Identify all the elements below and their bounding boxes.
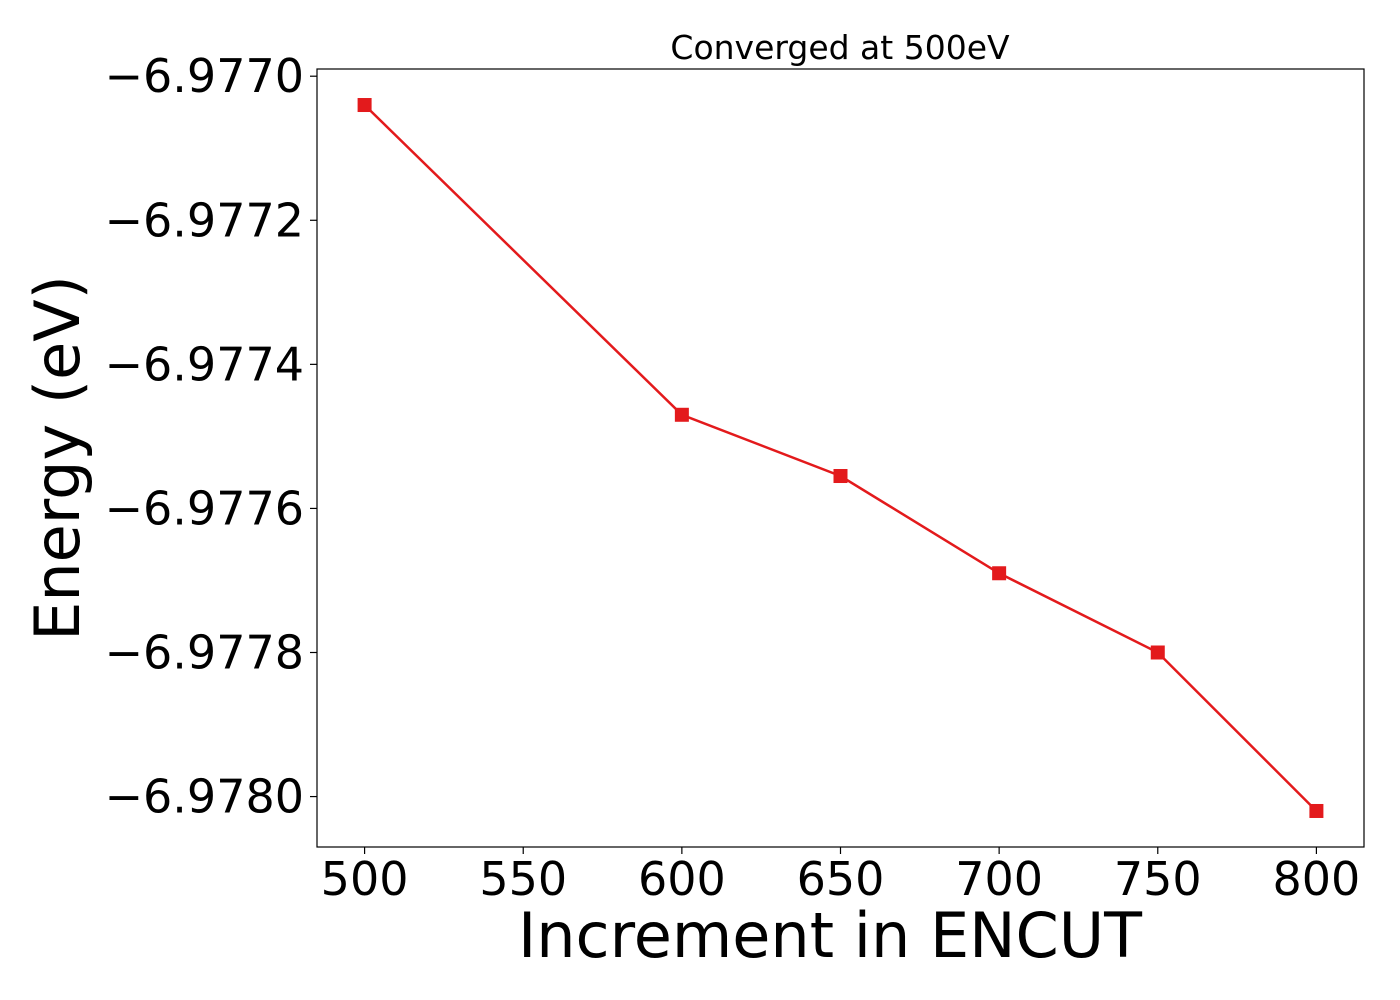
x-tick-label: 700 <box>955 852 1043 906</box>
x-tick-label: 750 <box>1114 852 1202 906</box>
y-axis-label: Energy (eV) <box>21 275 94 641</box>
data-point <box>1309 803 1324 818</box>
x-axis-label: Increment in ENCUT <box>518 899 1143 972</box>
series-line <box>363 104 1318 812</box>
data-point <box>1150 645 1165 660</box>
y-tick-label: −6.9770 <box>105 49 305 103</box>
y-axis: −6.9770 −6.9772 −6.9774 −6.9776 −6.9778 −6.97… <box>105 49 317 824</box>
x-tick-label: 800 <box>1273 852 1361 906</box>
x-tick-label: 650 <box>797 852 885 906</box>
data-point <box>357 98 372 113</box>
data-point <box>992 566 1007 581</box>
plot-frame <box>316 68 1365 848</box>
x-tick-label: 500 <box>321 852 409 906</box>
y-tick-label: −6.9772 <box>105 193 305 247</box>
y-tick-label: −6.9776 <box>105 481 305 535</box>
data-point <box>674 407 689 422</box>
y-tick-label: −6.9780 <box>105 770 305 824</box>
y-tick-label: −6.9774 <box>105 337 305 391</box>
series-layer <box>357 98 1324 818</box>
chart-title: Converged at 500eV <box>670 28 1010 67</box>
x-axis: 500 550 600 650 700 750 800 <box>321 847 1361 906</box>
x-tick-label: 550 <box>479 852 567 906</box>
data-point <box>833 469 848 484</box>
y-tick-label: −6.9778 <box>105 626 305 680</box>
plot-area: 500 550 600 650 700 750 800 −6.9770−6.9772−6.9… <box>105 49 1365 906</box>
x-tick-label: 600 <box>638 852 726 906</box>
